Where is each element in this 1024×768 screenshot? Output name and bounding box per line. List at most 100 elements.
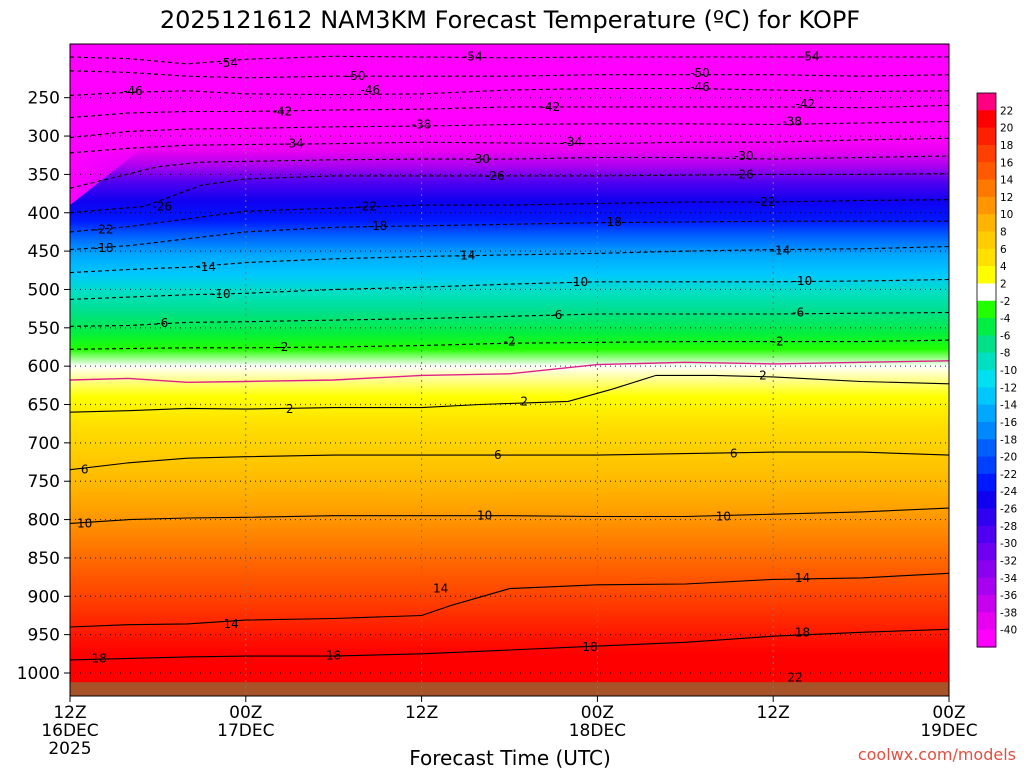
contour-label: -10 (211, 287, 231, 301)
contour-label: 6 (81, 463, 89, 477)
contour-label: -42 (796, 97, 816, 111)
colorbar-label: 6 (1000, 244, 1007, 256)
colorbar-swatch (977, 525, 996, 544)
contour-label: -14 (456, 249, 476, 263)
contour-label: -30 (734, 149, 754, 163)
colorbar-label: -26 (1000, 504, 1017, 516)
y-tick-label: 750 (28, 472, 60, 492)
y-tick-label: 250 (28, 89, 60, 109)
contour-label: -6 (792, 305, 804, 319)
freezing-line (70, 360, 949, 384)
isotherm--26 (70, 173, 949, 214)
colorbar-swatch (977, 283, 996, 302)
isotherm--2 (70, 339, 949, 350)
colorbar-swatch (977, 231, 996, 250)
x-tick-label: 00Z (581, 703, 614, 723)
contour-label: 14 (795, 571, 810, 585)
x-tick-label: 12Z (405, 703, 438, 723)
isotherm--54 (70, 55, 949, 65)
isotherm--50 (70, 70, 949, 79)
colorbar-swatch (977, 508, 996, 527)
contour-label: -14 (771, 243, 791, 257)
grid-lines (70, 44, 949, 696)
colorbar-swatch (977, 439, 996, 458)
x-tick-label: 12Z (53, 703, 86, 723)
contour-label: 10 (77, 516, 92, 530)
contour-label: -34 (284, 137, 304, 151)
contour-label: 10 (477, 509, 492, 523)
contour-label: -10 (793, 274, 813, 288)
contour-label: -38 (412, 118, 432, 132)
y-tick-label: 850 (28, 549, 60, 569)
colorbar-swatch (977, 93, 996, 111)
colorbar-swatch (977, 300, 996, 319)
colorbar-label: -22 (1000, 469, 1017, 481)
contour-label: -22 (358, 200, 378, 214)
contour-label: -6 (550, 308, 562, 322)
colorbar-label: 2 (1000, 278, 1007, 290)
y-tick-label: 550 (28, 319, 60, 339)
isotherm--14 (70, 245, 949, 274)
colorbar-label: -36 (1000, 590, 1017, 602)
isotherm--10 (70, 278, 949, 300)
x-tick-label: 12Z (757, 703, 790, 723)
colorbar-swatch (977, 404, 996, 423)
colorbar-label: -32 (1000, 555, 1017, 567)
isotherm--18 (70, 220, 949, 251)
contour-label: -6 (156, 316, 168, 330)
contour-label: -50 (690, 66, 710, 80)
contour-label: -42 (273, 105, 293, 119)
colorbar-label: -20 (1000, 452, 1017, 464)
colorbar-label: -24 (1000, 486, 1017, 498)
colorbar-swatch (977, 612, 996, 631)
contour-label: 2 (520, 394, 528, 408)
contour-label: -2 (276, 340, 288, 354)
y-tick-label: 350 (28, 165, 60, 185)
contour-label: -46 (123, 84, 143, 98)
contour-label: -18 (602, 215, 622, 229)
colorbar-label: -16 (1000, 417, 1017, 429)
cold-wedge (70, 136, 158, 206)
colorbar-swatch (977, 577, 996, 596)
colorbar-swatch (977, 387, 996, 406)
colorbar-label: -30 (1000, 538, 1017, 550)
credit-text: coolwx.com/models (858, 745, 1016, 764)
y-tick-label: 700 (28, 434, 60, 454)
colorbar-label: -34 (1000, 573, 1017, 585)
contour-label: 14 (224, 617, 239, 631)
isotherm-14 (70, 572, 949, 628)
isotherm-2 (70, 374, 949, 413)
isotherm--46 (70, 87, 949, 96)
isotherm-contours (70, 55, 949, 661)
y-tick-label: 1000 (17, 664, 60, 684)
colorbar-swatch (977, 127, 996, 146)
colorbar-label: 10 (1000, 209, 1013, 221)
contour-label: 18 (582, 640, 597, 654)
colorbar-label: 18 (1000, 140, 1013, 152)
y-tick-label: 900 (28, 587, 60, 607)
contour-label: -10 (569, 275, 589, 289)
colorbar-label: -6 (1000, 330, 1011, 342)
colorbar-label: 12 (1000, 192, 1013, 204)
contour-label: 10 (716, 510, 731, 524)
colorbar-label: -38 (1000, 607, 1017, 619)
colorbar-swatch (977, 491, 996, 510)
contour-label: -30 (470, 152, 490, 166)
colorbar-label: -40 (1000, 625, 1017, 637)
colorbar-label: -18 (1000, 434, 1017, 446)
colorbar-label: 22 (1000, 105, 1013, 117)
plot-frame (69, 43, 950, 697)
colorbar-swatch (977, 162, 996, 181)
isotherm-18 (70, 628, 949, 661)
contour-label: -2 (504, 335, 516, 349)
contour-label: -34 (563, 135, 583, 149)
chart-title: 2025121612 NAM3KM Forecast Temperature (… (160, 6, 860, 34)
contour-label: -50 (346, 69, 366, 83)
isotherm--6 (70, 311, 949, 327)
colorbar-swatch (977, 473, 996, 492)
isotherm--34 (70, 137, 949, 154)
contour-label: 18 (92, 651, 107, 665)
contour-label: -54 (800, 49, 820, 63)
x-axis-label: Forecast Time (UTC) (409, 746, 611, 768)
